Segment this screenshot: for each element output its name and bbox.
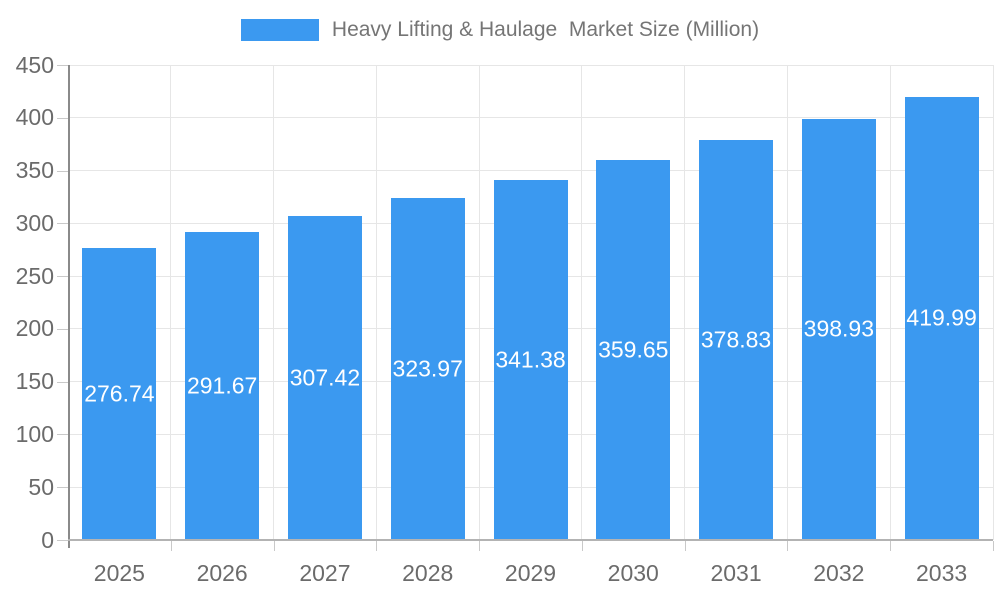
bar-2027[interactable]: 307.42	[287, 215, 362, 540]
bar-value-label: 307.42	[289, 364, 361, 391]
bar-value-label: 359.65	[598, 336, 669, 363]
y-tick-label: 50	[28, 473, 54, 500]
bar-value-label: 378.83	[700, 326, 772, 353]
x-tick-label-2029: 2029	[504, 560, 557, 586]
y-tick-label: 100	[15, 420, 54, 447]
y-tick-label: 150	[15, 368, 54, 395]
bar-2032[interactable]: 398.93	[801, 118, 876, 540]
x-tick-label-2033: 2033	[916, 560, 968, 586]
x-tick-mark	[993, 541, 994, 551]
h-gridline-350	[68, 170, 993, 172]
v-gridline	[478, 65, 480, 540]
plot-area: 276.74 291.67 307.42 323.97 341.38 359.65 378.…	[68, 64, 994, 540]
y-tick-mark	[57, 381, 68, 383]
legend: Heavy Lifting & Haulage Market Size (Mil…	[0, 18, 1000, 42]
v-gridline	[375, 65, 377, 540]
y-tick-mark	[57, 276, 68, 278]
legend-label: Heavy Lifting & Haulage Market Size (Mil…	[331, 18, 760, 41]
v-gridline	[992, 65, 994, 540]
x-tick-label-2030: 2030	[607, 560, 659, 586]
v-gridline	[786, 65, 788, 540]
y-tick-mark	[57, 170, 68, 172]
x-tick-label-2028: 2028	[402, 560, 454, 586]
y-tick-label: 250	[15, 262, 54, 289]
legend-swatch-icon	[240, 19, 319, 41]
x-tick-mark	[581, 541, 583, 551]
y-tick-mark	[57, 223, 68, 225]
y-tick-mark	[57, 434, 68, 436]
v-gridline	[889, 65, 891, 540]
x-tick-mark	[890, 541, 892, 551]
x-tick-label-2026: 2026	[196, 560, 248, 586]
x-tick-label-2032: 2032	[813, 560, 865, 586]
x-axis-line	[68, 539, 993, 541]
bar-value-label: 341.38	[495, 346, 566, 373]
h-gridline-400	[68, 117, 993, 119]
bar-2028[interactable]: 323.97	[390, 198, 465, 540]
y-tick-mark	[57, 540, 68, 541]
x-tick-label-2031: 2031	[710, 560, 762, 586]
h-gridline-450	[68, 64, 993, 66]
x-tick-label-2025: 2025	[93, 560, 145, 586]
bar-2033[interactable]: 419.99	[904, 96, 979, 540]
y-tick-mark	[57, 65, 68, 66]
bar-2030[interactable]: 359.65	[596, 160, 671, 540]
bar-value-label: 276.74	[84, 380, 155, 407]
x-tick-mark	[684, 541, 686, 551]
v-gridline	[170, 65, 172, 540]
y-axis-line	[68, 65, 70, 548]
bar-2025[interactable]: 276.74	[82, 247, 157, 540]
y-tick-label: 300	[15, 209, 54, 236]
v-gridline	[581, 65, 583, 540]
y-tick-mark	[57, 487, 68, 489]
bar-2029[interactable]: 341.38	[493, 179, 568, 540]
y-tick-mark	[57, 117, 68, 119]
bar-value-label: 323.97	[392, 355, 463, 382]
x-tick-mark	[170, 541, 172, 551]
x-tick-mark	[787, 541, 789, 551]
bar-value-label: 291.67	[186, 372, 258, 399]
y-tick-label: 400	[15, 104, 54, 131]
y-tick-label: 200	[15, 315, 54, 342]
x-tick-mark	[273, 541, 275, 551]
bar-value-label: 398.93	[803, 315, 875, 342]
bar-2026[interactable]: 291.67	[185, 232, 260, 540]
bar-value-label: 419.99	[906, 304, 977, 331]
y-tick-label: 450	[15, 51, 54, 78]
x-tick-mark	[376, 541, 378, 551]
x-tick-label-2027: 2027	[299, 560, 351, 586]
v-gridline	[684, 65, 686, 540]
x-tick-mark	[479, 541, 481, 551]
y-tick-label: 350	[15, 157, 54, 184]
bar-2031[interactable]: 378.83	[699, 140, 774, 540]
y-tick-label: 0	[41, 526, 54, 553]
y-tick-mark	[57, 328, 68, 330]
v-gridline	[273, 65, 275, 540]
